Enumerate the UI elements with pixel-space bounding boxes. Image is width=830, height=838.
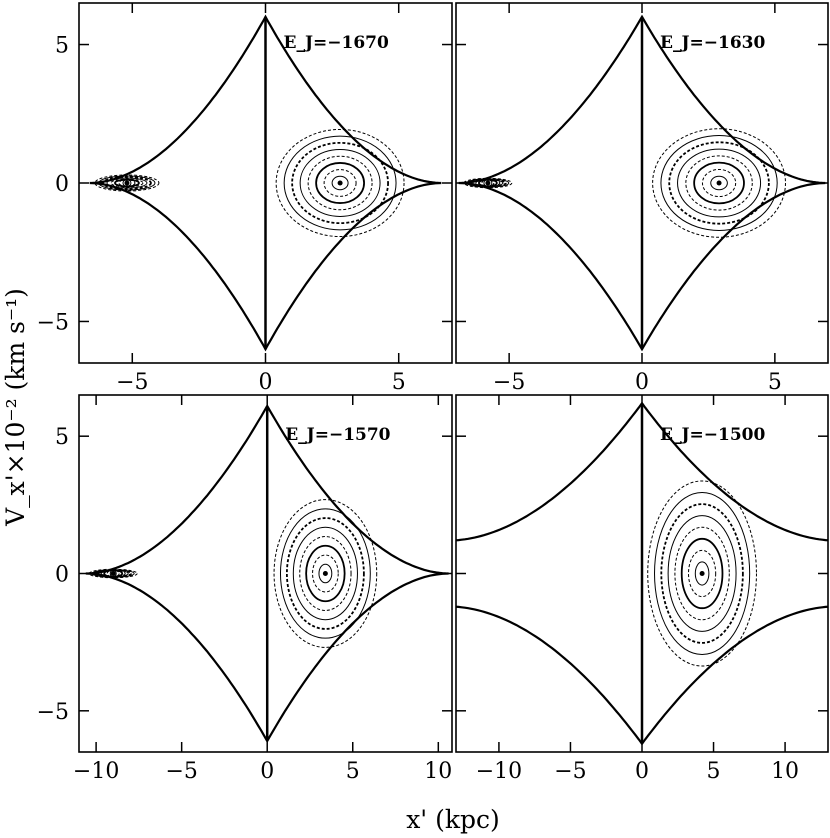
panel-frame [78,394,453,753]
y-tick-label: 0 [55,563,69,588]
panel-top-right: −5 0 5 E_J=−1630 [455,2,829,395]
invariant-curve [688,549,717,598]
invariant-curve [91,569,135,578]
x-tick-label: −5 [493,370,525,395]
invariant-curve [279,508,371,639]
invariant-curve [677,148,762,218]
invariant-curve [98,175,156,191]
invariant-curve [667,515,737,632]
panel-top-left: −5 0 5 −5 0 5 E_J=−1670 [37,2,453,395]
panel-bottom-left: −10 −5 0 5 10 −5 0 5 E_J=−1570 [37,394,453,784]
invariant-curve [102,176,152,190]
y-tick-label: 0 [55,172,69,197]
invariant-curve [114,178,140,188]
x-tick-label: −10 [476,759,522,784]
x-tick-label: 0 [635,370,649,395]
invariant-curve [318,563,333,584]
plot-area [85,403,449,744]
y-tick-label: −5 [37,310,69,335]
invariant-curve [273,499,378,648]
invariant-curve [694,561,710,586]
island-center [337,180,343,186]
invariant-curve [285,517,365,630]
island-center [485,180,491,186]
invariant-curve [469,178,507,188]
island-center [716,180,722,186]
island-center [699,571,705,576]
invariant-curve [307,155,373,211]
invariant-curve [315,162,365,204]
invariant-curve [299,536,352,611]
x-tick-label: −5 [116,370,148,395]
invariant-curve [106,177,148,189]
plot-area [458,14,826,352]
invariant-curve [680,537,724,610]
energy-annotation: E_J=−1500 [660,425,765,445]
invariant-curve [466,178,510,188]
invariant-curve [652,128,786,238]
x-tick-label: 10 [771,759,799,784]
x-axis-label: x' (kpc) [406,805,500,834]
invariant-curve [275,128,405,238]
invariant-curve [291,141,389,225]
invariant-curve [660,135,778,231]
invariant-curve [331,175,349,191]
invariant-curve [283,135,397,231]
x-tick-label: 5 [707,759,721,784]
panel-bottom-right: −10 −5 0 5 10 E_J=−1500 [455,394,829,784]
invariant-curve [710,175,728,191]
plot-area [89,14,442,352]
panels: −5 0 5−505 E_J=−1670−5 0 5E_J=−1630−10 −5 0 5 10−… [37,2,829,784]
island-center [110,571,116,576]
x-tick-label: 5 [392,370,406,395]
energy-annotation: E_J=−1670 [284,33,389,53]
invariant-curve [88,568,138,579]
invariant-curve [312,554,339,593]
invariant-curve [110,178,144,188]
invariant-curve [647,480,757,667]
x-tick-label: −5 [554,759,586,784]
invariant-curve [701,168,737,198]
x-tick-label: 0 [260,759,274,784]
x-tick-label: 0 [259,370,273,395]
invariant-curve [292,526,358,621]
x-tick-label: −5 [165,759,197,784]
invariant-curve [693,161,745,205]
invariant-curve [654,492,751,655]
island-center [322,571,328,576]
island-center [124,180,130,186]
x-tick-label: −10 [73,759,119,784]
invariant-curve [305,544,346,603]
energy-annotation: E_J=−1630 [660,33,765,53]
x-tick-label: 0 [635,759,649,784]
plot-area [456,401,828,746]
y-tick-label: 5 [55,34,69,59]
invariant-curve [94,174,160,192]
invariant-curve [660,503,744,644]
invariant-curve [463,177,513,189]
y-tick-label: 5 [55,425,69,450]
invariant-curve [668,141,770,225]
invariant-curve [323,169,357,197]
invariant-curve [299,149,381,217]
y-tick-label: −5 [37,700,69,725]
zero-velocity-curve [89,14,442,352]
y-axis-label: V_x'×10⁻² (km s⁻¹) [1,288,30,527]
invariant-curve [685,155,753,211]
zero-velocity-curve [456,401,828,746]
x-tick-label: 5 [346,759,360,784]
x-tick-label: 5 [768,370,782,395]
invariant-curve [674,526,730,621]
x-tick-label: 10 [424,759,452,784]
energy-annotation: E_J=−1570 [285,425,390,445]
